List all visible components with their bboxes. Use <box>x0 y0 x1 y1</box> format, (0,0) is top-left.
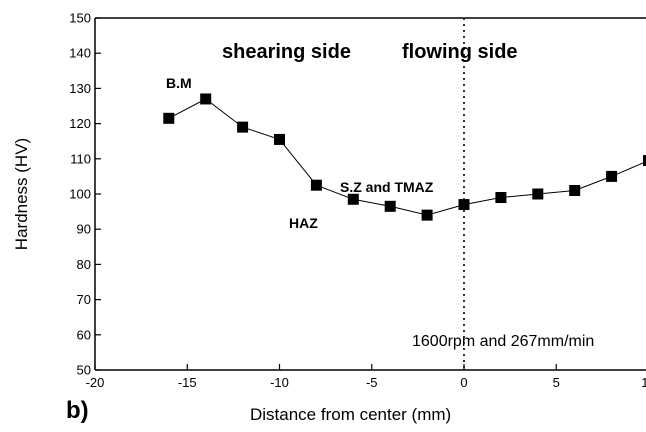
data-point-marker <box>458 199 470 211</box>
x-tick-label: -5 <box>366 375 378 390</box>
data-point-marker <box>421 209 433 221</box>
y-tick-label: 80 <box>77 257 91 272</box>
data-point-marker <box>237 121 249 133</box>
data-point-marker <box>606 170 618 182</box>
y-tick-label: 130 <box>69 81 91 96</box>
data-point-marker <box>200 93 212 105</box>
y-tick-label: 60 <box>77 327 91 342</box>
data-point-marker <box>384 200 396 212</box>
x-axis-title: Distance from center (mm) <box>250 405 451 424</box>
x-tick-label: 10 <box>641 375 646 390</box>
panel-label: b) <box>66 397 89 424</box>
data-point-marker <box>274 133 285 145</box>
flowing-side-label: flowing side <box>402 41 518 63</box>
series-line <box>168 98 646 216</box>
y-axis-title: Hardness (HV) <box>12 138 31 250</box>
bm-annotation: B.M <box>166 75 192 91</box>
data-point-marker <box>310 179 322 191</box>
y-tick-label: 150 <box>69 11 91 26</box>
haz-annotation: HAZ <box>289 215 318 231</box>
data-point-marker <box>643 155 646 167</box>
data-point-marker <box>569 184 581 196</box>
y-tick-label: 50 <box>77 363 91 378</box>
x-tick-label: 0 <box>460 375 467 390</box>
x-tick-label: 5 <box>553 375 560 390</box>
shearing-side-label: shearing side <box>222 41 351 63</box>
condition-text: 1600rpm and 267mm/min <box>412 333 594 350</box>
y-tick-label: 110 <box>70 151 91 166</box>
x-tick-label: -10 <box>270 375 289 390</box>
data-point-marker <box>532 188 544 200</box>
y-tick-label: 90 <box>77 222 91 237</box>
y-tick-label: 140 <box>69 46 91 61</box>
x-tick-label: -20 <box>86 375 105 390</box>
data-point-marker <box>347 193 359 205</box>
y-tick-label: 100 <box>69 187 91 202</box>
y-tick-label: 120 <box>69 116 91 131</box>
data-point-marker <box>163 112 175 124</box>
sz-tmaz-annotation: S.Z and TMAZ <box>340 179 434 195</box>
y-tick-label: 70 <box>77 292 91 307</box>
x-tick-label: -15 <box>178 375 197 390</box>
data-point-marker <box>495 192 507 204</box>
